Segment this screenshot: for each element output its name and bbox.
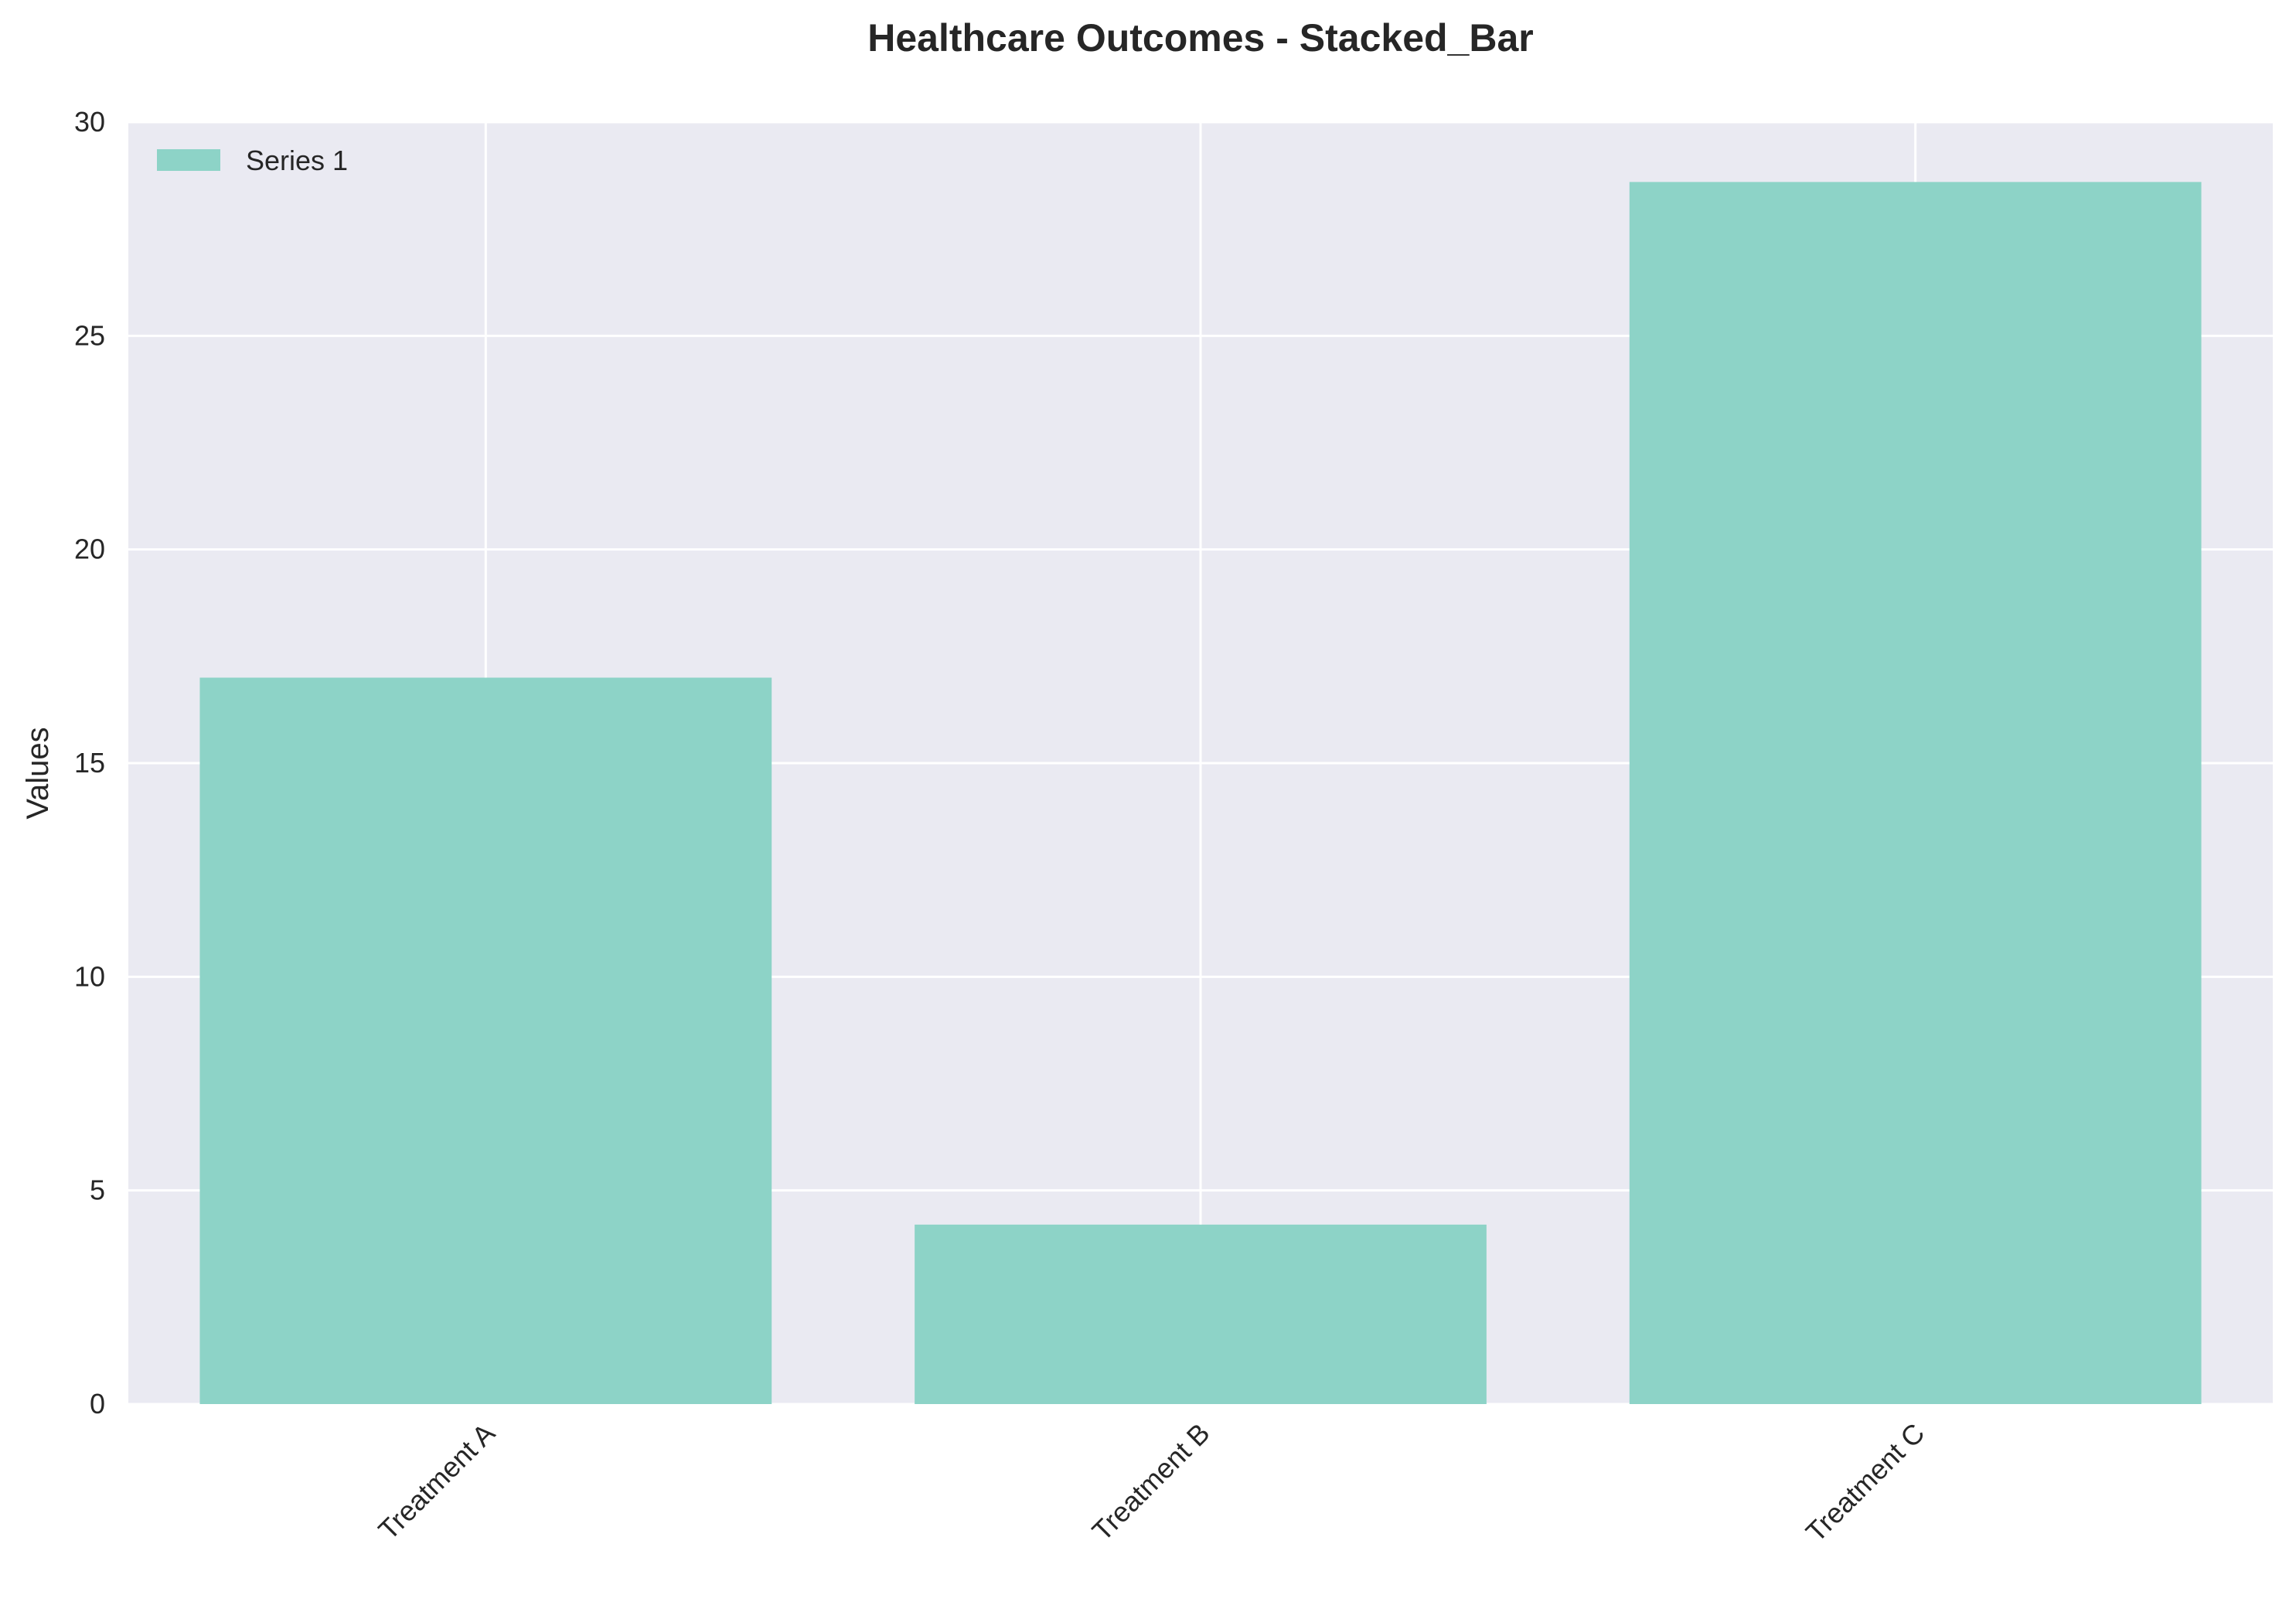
legend-swatch-series-1	[157, 149, 220, 171]
y-tick-label: 5	[90, 1174, 105, 1206]
x-axis-ticks: Treatment A Treatment B Treatment C	[372, 1417, 1930, 1549]
x-tick-label: Treatment A	[372, 1417, 501, 1546]
y-tick-label: 15	[74, 747, 105, 779]
y-tick-label: 30	[74, 106, 105, 138]
y-tick-label: 20	[74, 533, 105, 565]
bar-treatment-a	[199, 677, 772, 1404]
y-tick-label: 0	[90, 1388, 105, 1420]
y-axis-label: Values	[21, 727, 55, 819]
x-tick-label: Treatment C	[1800, 1417, 1931, 1549]
bar-treatment-c	[1629, 182, 2202, 1405]
legend-label-series-1: Series 1	[246, 145, 348, 176]
legend: Series 1	[157, 145, 348, 176]
chart-title: Healthcare Outcomes - Stacked_Bar	[867, 16, 1533, 60]
y-axis-ticks: 0 5 10 15 20 25 30	[74, 106, 105, 1420]
bar-treatment-b	[915, 1224, 1487, 1404]
bars	[199, 182, 2202, 1405]
y-tick-label: 10	[74, 960, 105, 992]
x-tick-label: Treatment B	[1086, 1417, 1216, 1547]
y-tick-label: 25	[74, 319, 105, 351]
